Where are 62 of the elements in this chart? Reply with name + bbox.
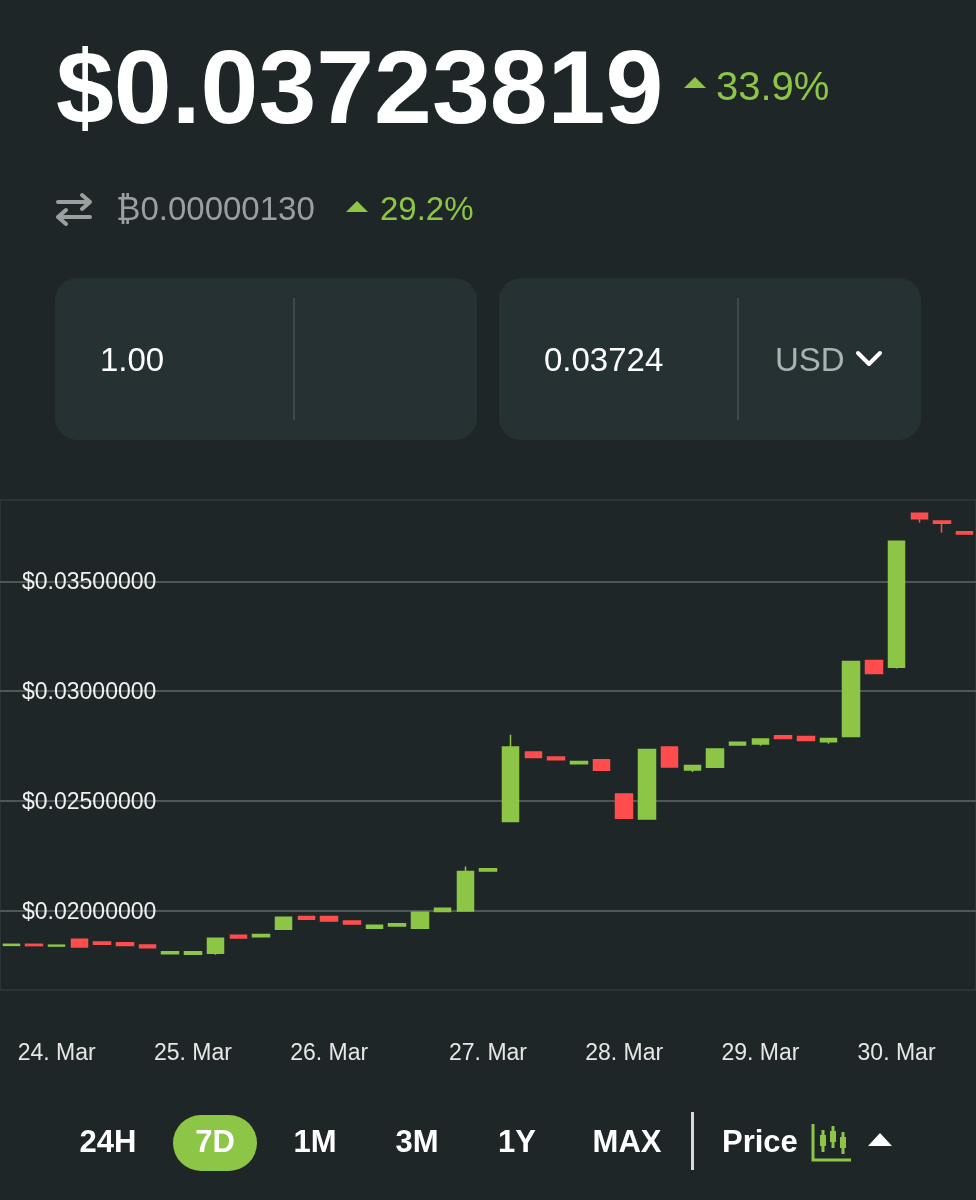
text: ₿0.00000130 (116, 190, 315, 228)
candlestick (864, 659, 884, 675)
candlestick (274, 916, 293, 931)
candlestick (546, 756, 566, 761)
text: USD (775, 341, 845, 379)
x-tick-label: 28. Mar (585, 1038, 664, 1065)
x-tick-label: 25. Mar (153, 1038, 233, 1065)
candlestick (524, 751, 543, 759)
candlestick (478, 867, 498, 872)
text: 29.2% (380, 190, 474, 228)
candlestick (251, 933, 271, 938)
candlestick (592, 758, 611, 772)
candlestick (683, 764, 702, 773)
candlestick (501, 733, 520, 823)
candlestick (319, 915, 339, 922)
candlestick (637, 748, 657, 820)
candlestick (115, 942, 135, 947)
y-tick-label: $0.02500000 (22, 788, 157, 815)
candlestick (47, 944, 66, 947)
candlestick (955, 530, 974, 535)
candlestick (841, 660, 861, 738)
text: MAX (592, 1124, 662, 1160)
x-tick-label: 26. Mar (290, 1038, 369, 1065)
text: 0.03724 (544, 341, 664, 379)
text: 1Y (498, 1124, 536, 1160)
text: 1M (293, 1124, 337, 1160)
chart-title: $0.03723819 (56, 29, 664, 145)
candlestick (410, 911, 430, 930)
candlestick (910, 512, 929, 524)
candlestick (342, 920, 362, 925)
candlestick (92, 941, 112, 946)
candlestick (70, 938, 89, 948)
candlestick (229, 934, 248, 939)
text: 33.9% (716, 64, 830, 109)
candlestick (206, 937, 225, 956)
candlestick (751, 738, 770, 747)
text: 1.00 (100, 341, 165, 379)
candlestick (796, 735, 816, 742)
candlestick (456, 865, 475, 912)
y-tick-label: $0.03000000 (22, 678, 157, 705)
candlestick (773, 735, 793, 740)
candlestick (887, 540, 906, 670)
text: 7D (195, 1124, 235, 1160)
text: Price (722, 1124, 798, 1160)
text: 24H (79, 1124, 137, 1160)
candlestick (297, 915, 316, 920)
x-tick-label: 30. Mar (857, 1038, 936, 1065)
x-tick-label: 29. Mar (721, 1038, 800, 1065)
x-tick-label: 24. Mar (17, 1038, 97, 1065)
candlestick (614, 793, 634, 819)
candlestick (705, 748, 725, 768)
candlestick (932, 520, 952, 534)
x-tick-label: 27. Mar (449, 1038, 528, 1065)
candlestick (138, 944, 157, 949)
y-tick-label: $0.02000000 (22, 897, 157, 924)
y-tick-label: $0.03500000 (22, 568, 157, 595)
candlestick (728, 741, 747, 746)
candlestick (387, 922, 407, 927)
candlestick (365, 924, 384, 930)
candlestick (183, 951, 203, 955)
candlestick (660, 746, 679, 768)
text: 3M (395, 1124, 439, 1160)
